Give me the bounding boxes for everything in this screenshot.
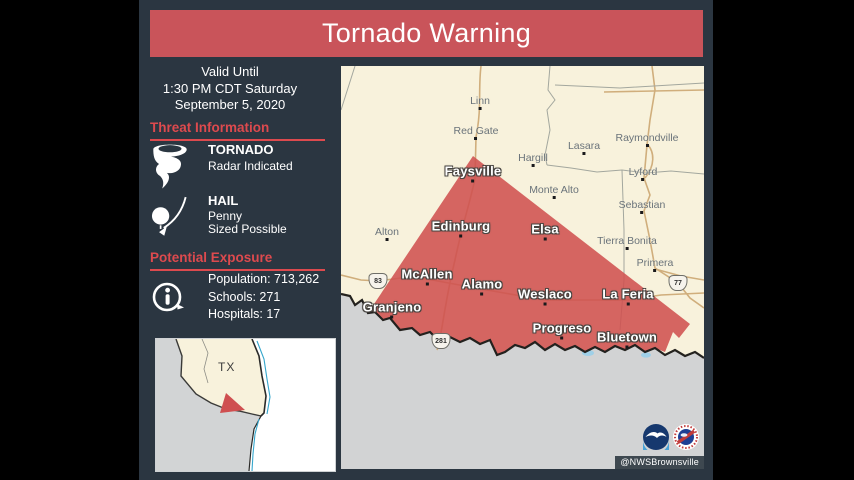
threat-hail-name: HAIL [208,193,239,208]
map-city-label: Faysville [445,164,502,183]
city-dot [641,178,645,181]
warning-map: Faysville Edinburg Elsa McAllen Alamo Weslaco… [341,66,704,469]
map-city-label: Hargill [518,152,548,167]
city-dot [560,336,564,340]
city-dot [480,292,484,296]
exposure-hospitals: Hospitals: 17 [208,307,281,321]
valid-until-label: Valid Until [201,64,259,79]
map-city-label: Alton [375,226,399,241]
city-dot [425,282,429,286]
city-dot [653,269,657,272]
map-city-label: Progreso [533,321,592,340]
map-city-label: Red Gate [454,125,498,140]
tornado-icon [150,141,190,194]
map-city-label: Sebastian [619,199,665,214]
city-dot [552,196,556,199]
warning-polygon [368,156,690,355]
city-dot [640,211,644,214]
map-city-label: Elsa [531,222,559,241]
exposure-schools: Schools: 271 [208,290,281,304]
map-city-label: Alamo [462,277,503,296]
exposure-population: Population: 713,262 [208,272,320,286]
map-city-label: Granjeno [363,300,422,319]
threat-information-heading: Threat Information [150,120,325,141]
threat-tornado-detail: Radar Indicated [208,159,293,173]
graphic-frame: Tornado Warning Valid Until 1:30 PM CDT … [139,0,713,480]
agency-logos [643,424,699,455]
city-dot [474,137,478,140]
map-city-label: Lasara [568,140,600,155]
page-title: Tornado Warning [321,18,532,48]
highway-shield: 281 [431,333,451,349]
warning-map-art [341,66,704,469]
city-dot [478,107,482,110]
map-city-label: Lyford [629,166,657,181]
state-label-tx: TX [218,360,236,374]
map-city-label: Weslaco [518,287,572,306]
twitter-handle: @NWSBrownsville [615,456,704,469]
city-dot [625,247,629,250]
city-dot [645,144,649,147]
locator-map: TX [155,338,336,472]
highway-shield: 83 [368,273,388,289]
highway-shield: 77 [668,275,688,291]
threat-hail-detail-1: Penny [208,209,243,223]
city-dot [582,152,586,155]
valid-until-date: September 5, 2020 [174,97,286,112]
map-city-label: Edinburg [432,219,491,238]
map-city-label: Monte Alto [529,184,579,199]
map-city-label: Raymondville [615,132,679,147]
city-dot [385,238,389,241]
threat-tornado-name: TORNADO [208,142,274,157]
map-city-label: Primera [637,257,673,272]
city-dot [531,164,535,167]
valid-until-block: Valid Until 1:30 PM CDT Saturday Septemb… [139,64,321,114]
city-dot [390,315,394,319]
map-city-label: La Feria [602,287,654,306]
hail-icon [150,194,190,247]
city-dot [471,179,475,183]
city-dot [459,234,463,238]
potential-exposure-heading: Potential Exposure [150,250,325,271]
nws-logo [673,424,699,455]
city-dot [625,345,629,349]
warning-map-overlay: Faysville Edinburg Elsa McAllen Alamo Weslaco… [341,66,704,469]
locator-map-art [156,339,335,471]
warning-banner: Tornado Warning [150,10,703,57]
map-city-label: Tierra Bonita [597,235,657,250]
threat-hail-detail-2: Sized Possible [208,222,287,236]
map-city-label: McAllen [401,267,452,286]
info-icon [150,280,186,321]
city-dot [543,302,547,306]
valid-until-time: 1:30 PM CDT Saturday [162,80,298,96]
map-city-label: Linn [470,95,490,110]
map-city-label: Bluetown [597,330,657,349]
city-dot [543,237,547,241]
noaa-logo [643,424,669,455]
city-dot [626,302,630,306]
